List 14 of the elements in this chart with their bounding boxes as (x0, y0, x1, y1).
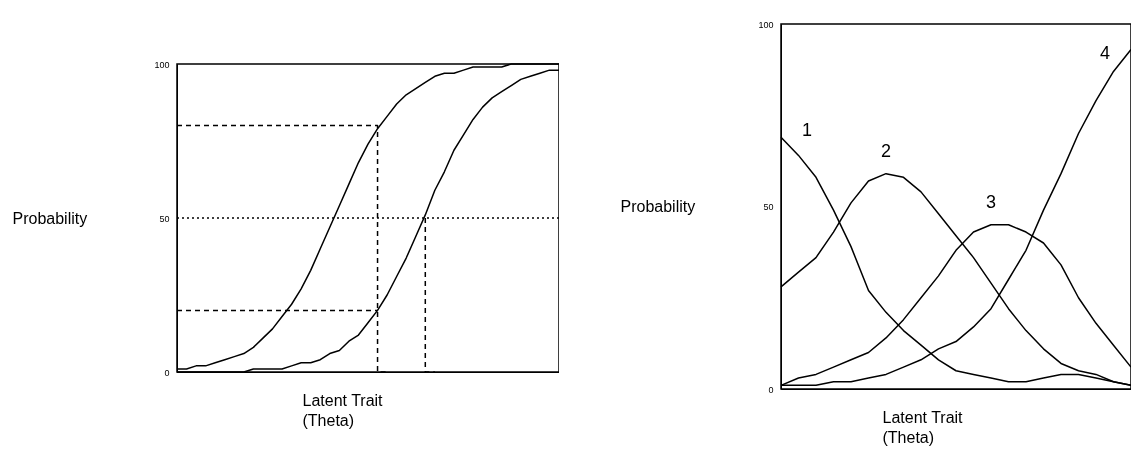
y-tick-label: 100 (758, 19, 774, 30)
y-axis-title: Probability (12, 209, 88, 227)
y-tick-label: 50 (763, 202, 774, 212)
series-label: 3 (985, 191, 997, 212)
y-tick-label: 100 (154, 59, 170, 70)
y-tick-label: 0 (164, 367, 170, 378)
y-tick-label: 0 (768, 384, 774, 395)
x-axis-title: Latent Trait (Theta) (882, 408, 964, 446)
x-axis-title: Latent Trait (Theta) (302, 391, 384, 429)
y-tick-label: 50 (159, 213, 170, 224)
series-label: 2 (880, 140, 892, 161)
y-axis-title: Probability (620, 198, 696, 215)
series-label: 1 (801, 120, 813, 141)
series-label: 4 (1099, 42, 1111, 63)
